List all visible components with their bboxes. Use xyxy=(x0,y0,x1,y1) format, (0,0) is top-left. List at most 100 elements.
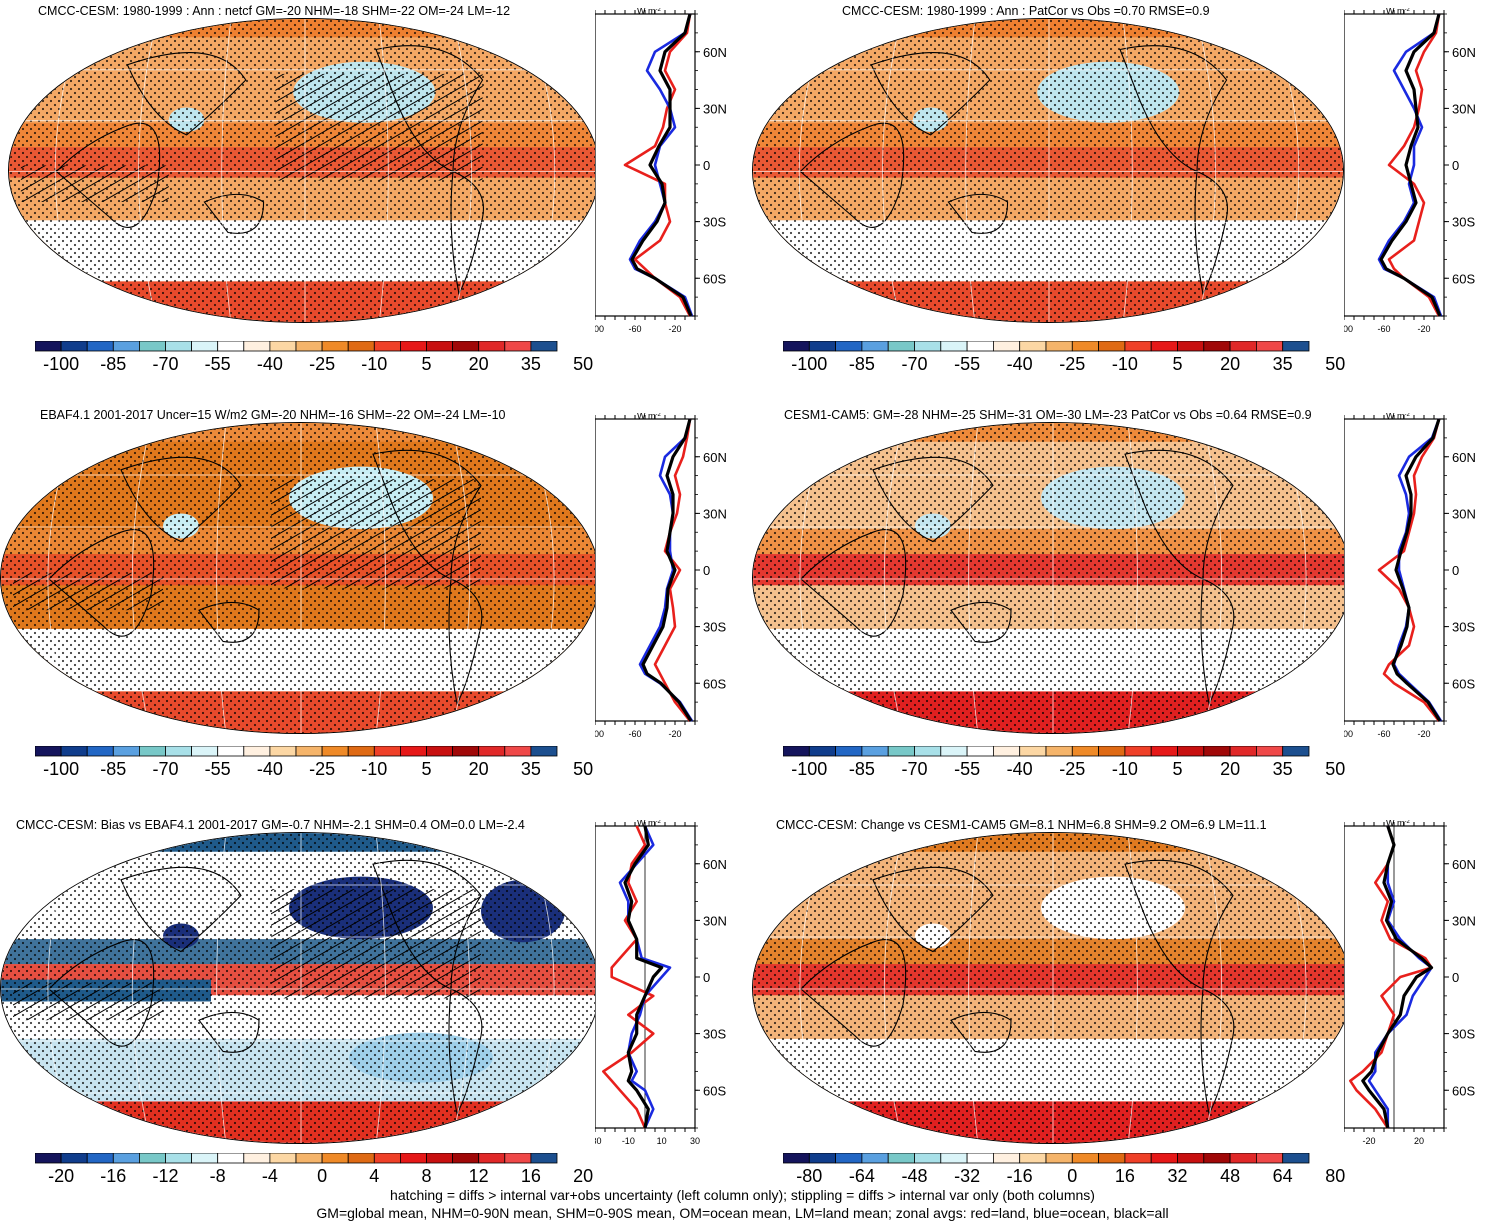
colorbar-swatch xyxy=(1282,1152,1310,1164)
colorbar-tick-label: 0 xyxy=(1067,1166,1078,1186)
colorbar-swatch xyxy=(217,1152,245,1164)
colorbar-tick-label: 48 xyxy=(1220,1166,1241,1186)
longitude-gridline xyxy=(1202,423,1223,733)
zonal-series-land xyxy=(623,13,692,317)
colorbar-swatch xyxy=(139,745,166,757)
colorbar-tick-label: -8 xyxy=(209,1166,226,1186)
longitude-gridline xyxy=(968,833,979,1143)
colorbar-tick-label: -25 xyxy=(1059,354,1086,374)
zonal-average-plot: W m-2 -100 -60 -20 60N 30N 0 30S 60S xyxy=(586,6,740,365)
lat-tick-label: 0 xyxy=(703,970,710,985)
panel-title: EBAF4.1 2001-2017 Uncer=15 W/m2 GM=-20 N… xyxy=(40,408,506,422)
colorbar-tick-label: -100 xyxy=(43,354,80,374)
colorbar-swatch xyxy=(321,340,349,352)
colorbar-swatch xyxy=(347,1152,375,1164)
colorbar-swatch xyxy=(347,340,375,352)
colorbar-swatch xyxy=(940,1152,968,1164)
colorbar-swatch xyxy=(165,340,193,352)
colorbar-swatch xyxy=(530,1152,558,1164)
colorbar: -100 -85 -70 -55 -40 -25 -10 5 20 35 50 xyxy=(34,745,593,779)
colorbar-swatch xyxy=(1203,340,1231,352)
colorbar-tick-label: 35 xyxy=(520,759,541,779)
colorbar: -100 -85 -70 -55 -40 -25 -10 5 20 35 50 xyxy=(782,340,1345,374)
lat-tick-label: 60N xyxy=(1452,450,1476,465)
colorbar-tick-label: 35 xyxy=(1272,354,1293,374)
zonal-x-tick-label: -60 xyxy=(1377,324,1390,334)
longitude-gridline xyxy=(965,19,976,322)
colorbar-swatch xyxy=(1255,340,1284,352)
colorbar-swatch xyxy=(165,1152,193,1164)
colorbar-tick-label: -100 xyxy=(791,354,828,374)
lat-tick-label: 60N xyxy=(703,450,727,465)
longitude-gridline xyxy=(882,19,902,322)
colorbar-swatch xyxy=(1150,1152,1178,1164)
colorbar-swatch xyxy=(1255,745,1284,757)
colorbar-swatch xyxy=(112,340,140,352)
colorbar-swatch xyxy=(243,745,271,757)
colorbar-swatch xyxy=(504,340,532,352)
zonal-series-ocean xyxy=(1367,825,1433,1128)
lat-tick-label: 30S xyxy=(703,1027,726,1042)
colorbar-swatch xyxy=(112,1152,140,1164)
colorbar-swatch xyxy=(373,1152,401,1164)
colorbar-swatch xyxy=(34,745,62,757)
colorbar-swatch xyxy=(1019,340,1047,352)
zonal-series-all xyxy=(1379,13,1442,317)
colorbar-tick-label: 12 xyxy=(468,1166,489,1186)
colorbar-swatch xyxy=(1150,745,1178,757)
longitude-gridline xyxy=(525,423,555,733)
longitude-gridline xyxy=(375,423,386,733)
lat-tick-label: 60S xyxy=(703,676,726,691)
colorbar-swatch xyxy=(1045,1152,1073,1164)
colorbar: -100 -85 -70 -55 -40 -25 -10 5 20 35 50 xyxy=(34,340,593,374)
lat-tick-label: 0 xyxy=(1452,158,1459,173)
lat-tick-label: 60N xyxy=(1452,857,1476,872)
colorbar-swatch xyxy=(1124,745,1152,757)
colorbar-swatch xyxy=(861,340,889,352)
colorbar-tick-label: 50 xyxy=(573,759,594,779)
longitude-gridline xyxy=(968,423,979,733)
zonal-x-tick-label: 30 xyxy=(690,1136,700,1146)
zonal-x-tick-label: -10 xyxy=(622,1136,635,1146)
colorbar-tick-label: -25 xyxy=(1059,759,1086,779)
colorbar-swatch xyxy=(1071,340,1099,352)
lat-tick-label: 30N xyxy=(703,101,727,116)
longitude-gridline xyxy=(1127,833,1138,1143)
colorbar-swatch xyxy=(60,1152,88,1164)
longitude-gridline xyxy=(1202,833,1223,1143)
longitude-gridline xyxy=(1270,19,1300,322)
colorbar-tick-label: -100 xyxy=(791,759,828,779)
lat-tick-label: 60S xyxy=(703,1083,726,1098)
longitude-gridline xyxy=(47,833,77,1143)
colorbar-tick-label: -85 xyxy=(848,759,875,779)
colorbar-tick-label: -25 xyxy=(309,354,336,374)
colorbar-swatch xyxy=(992,745,1021,757)
zonal-unit-label: W m-2 xyxy=(637,8,661,16)
colorbar-swatch xyxy=(1282,745,1310,757)
colorbar-swatch xyxy=(1071,1152,1099,1164)
colorbar-swatch xyxy=(34,1152,62,1164)
colorbar-swatch xyxy=(86,745,114,757)
colorbar-swatch xyxy=(295,1152,323,1164)
colorbar-tick-label: -70 xyxy=(901,354,928,374)
colorbar-tick-label: -20 xyxy=(48,1166,75,1186)
colorbar-tick-label: -32 xyxy=(954,1166,981,1186)
colorbar-swatch xyxy=(1124,1152,1152,1164)
longitude-gridline xyxy=(883,423,904,733)
zonal-x-tick-label: -60 xyxy=(628,729,641,739)
panel-title: CMCC-CESM: 1980-1999 : Ann : netcf GM=-2… xyxy=(38,4,511,18)
colorbar-swatch xyxy=(835,340,863,352)
colorbar-swatch xyxy=(861,1152,889,1164)
longitude-gridline xyxy=(883,833,904,1143)
colorbar-swatch xyxy=(60,745,88,757)
colorbar-swatch xyxy=(782,745,810,757)
colorbar-swatch xyxy=(86,1152,114,1164)
zonal-x-tick-label: -20 xyxy=(668,729,681,739)
zonal-series-land xyxy=(1349,825,1433,1129)
panel-title: CESM1-CAM5: GM=-28 NHM=-25 SHM=-31 OM=-3… xyxy=(784,408,1312,422)
colorbar-tick-label: -10 xyxy=(1111,759,1138,779)
colorbar-tick-label: 20 xyxy=(573,1166,594,1186)
colorbar-tick-label: 5 xyxy=(1172,354,1183,374)
lat-tick-label: 0 xyxy=(703,158,710,173)
colorbar-swatch xyxy=(452,340,480,352)
